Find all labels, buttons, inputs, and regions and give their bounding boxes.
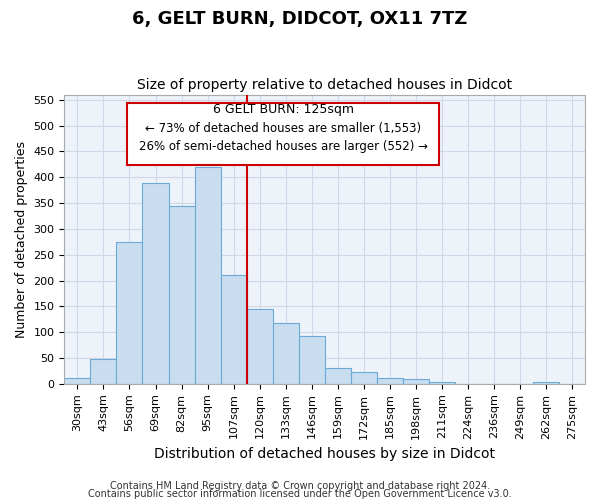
FancyBboxPatch shape [127, 103, 439, 166]
Bar [272, 323, 299, 384]
Bar [194, 167, 221, 384]
Bar [429, 382, 455, 384]
Bar [299, 336, 325, 384]
Y-axis label: Number of detached properties: Number of detached properties [15, 140, 28, 338]
Bar [169, 206, 194, 384]
Bar [116, 242, 142, 384]
Bar [533, 382, 559, 384]
Bar [403, 378, 429, 384]
Bar [142, 184, 169, 384]
Bar [377, 378, 403, 384]
Bar [325, 368, 351, 384]
Text: ← 73% of detached houses are smaller (1,553): ← 73% of detached houses are smaller (1,… [145, 122, 421, 135]
Bar [247, 309, 272, 384]
Text: Contains HM Land Registry data © Crown copyright and database right 2024.: Contains HM Land Registry data © Crown c… [110, 481, 490, 491]
Bar [64, 378, 91, 384]
Text: Contains public sector information licensed under the Open Government Licence v3: Contains public sector information licen… [88, 489, 512, 499]
X-axis label: Distribution of detached houses by size in Didcot: Distribution of detached houses by size … [154, 447, 495, 461]
Bar [351, 372, 377, 384]
Text: 26% of semi-detached houses are larger (552) →: 26% of semi-detached houses are larger (… [139, 140, 428, 153]
Title: Size of property relative to detached houses in Didcot: Size of property relative to detached ho… [137, 78, 512, 92]
Text: 6 GELT BURN: 125sqm: 6 GELT BURN: 125sqm [212, 103, 353, 116]
Bar [91, 359, 116, 384]
Bar [221, 276, 247, 384]
Text: 6, GELT BURN, DIDCOT, OX11 7TZ: 6, GELT BURN, DIDCOT, OX11 7TZ [133, 10, 467, 28]
